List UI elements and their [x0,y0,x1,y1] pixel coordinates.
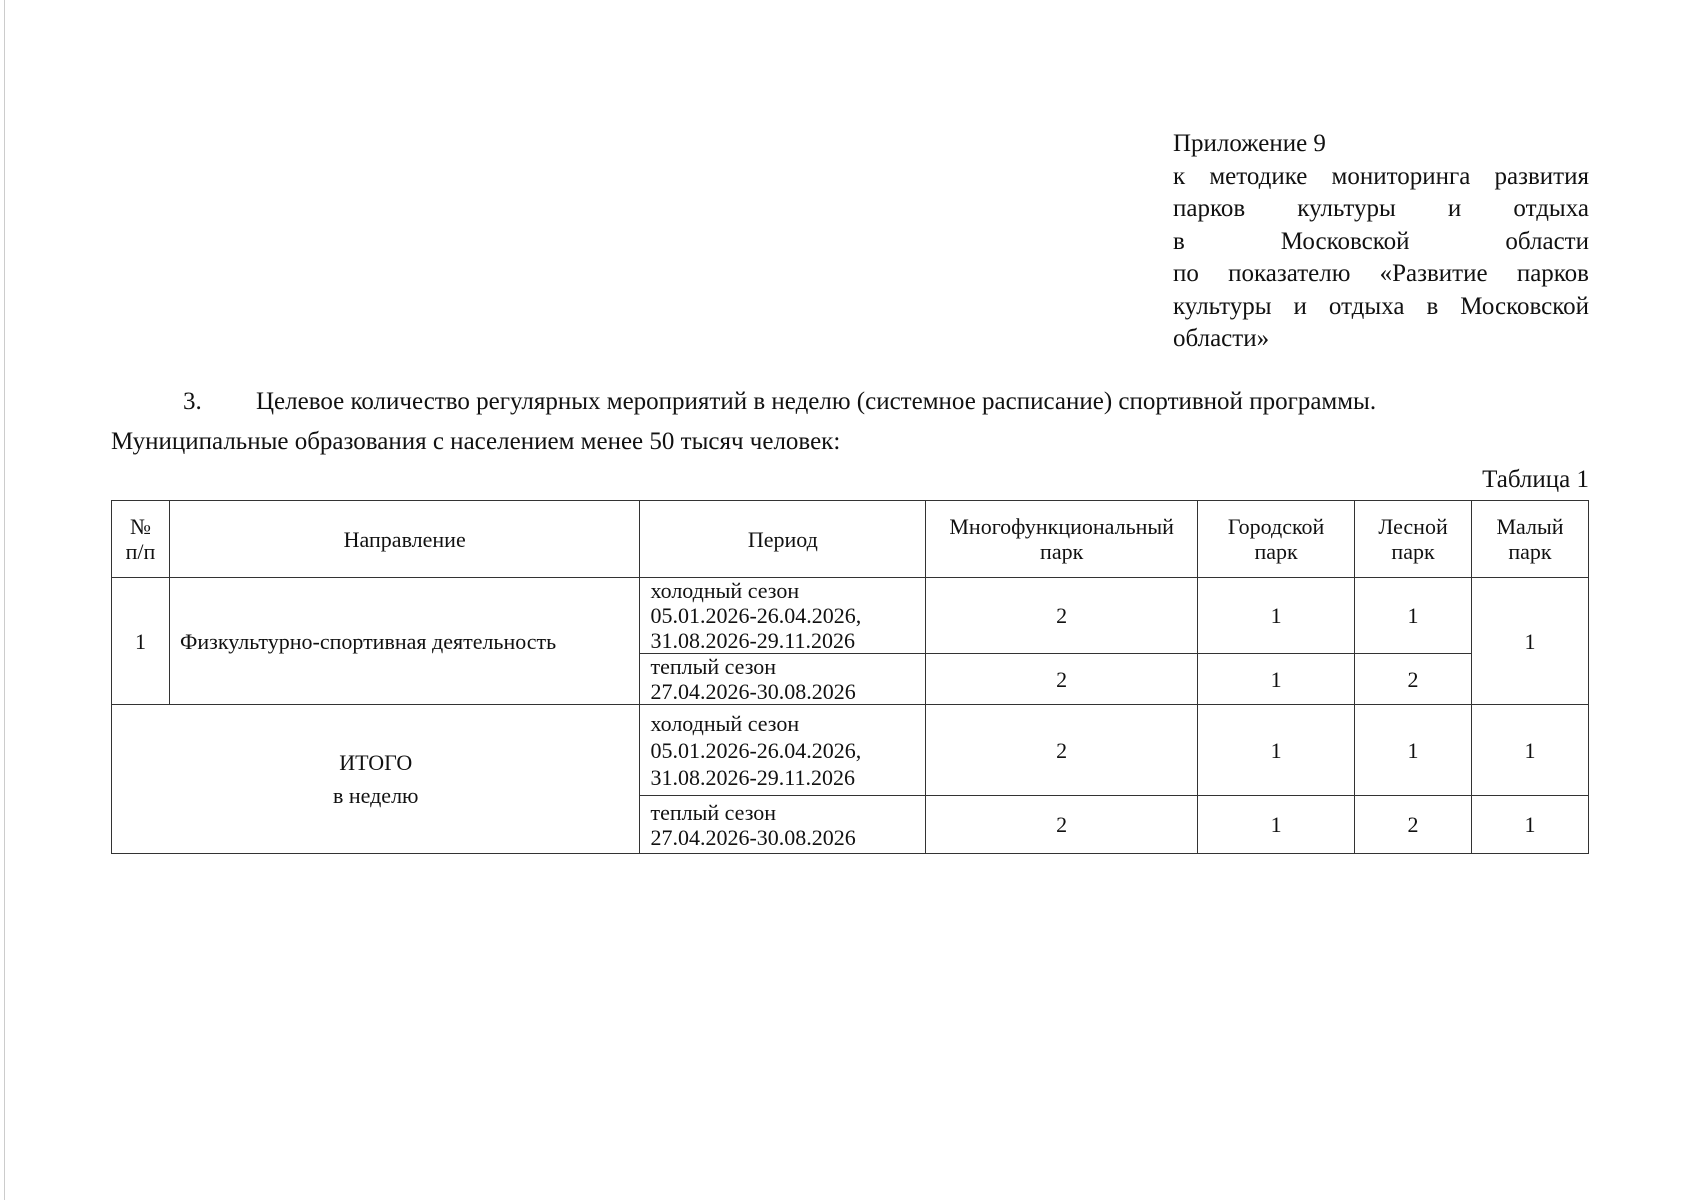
period-dates: 31.08.2026-29.11.2026 [650,764,855,790]
total-label: ИТОГО в неделю [110,704,641,854]
period-warm: теплый сезон 27.04.2026-30.08.2026 [639,795,927,854]
period-cold: холодный сезон 05.01.2026-26.04.2026, 31.0… [639,577,927,654]
header-period: Период [639,500,927,578]
header-forest-park: Лесной парк [1354,500,1473,578]
header-small-park: Малый парк [1471,500,1589,578]
header-city-park: Городской парк [1197,500,1356,578]
row-num: 1 [111,577,170,705]
value-multi: 2 [925,795,1199,854]
header-direction: Направление [168,500,641,578]
period-dates: 05.01.2026-26.04.2026, [650,603,862,628]
value-forest: 1 [1354,577,1473,654]
total-row: ИТОГО в неделю холодный сезон 05.01.2026-2… [110,704,1589,854]
appendix-line: культуры и отдыха в Московской [1173,292,1589,320]
appendix-line: Приложение 9 [1173,130,1326,157]
value-small: 1 [1471,704,1589,796]
table-caption: Таблица 1 [1482,466,1589,493]
section-heading: 3. Целевое количество регулярных мероприя… [183,388,1376,416]
total-subtitle: в неделю [332,783,419,808]
appendix-line: области» [1173,325,1270,352]
value-forest: 2 [1354,795,1473,854]
appendix-header: Приложение 9 к методике мониторинга разв… [1173,128,1589,356]
period-cold: холодный сезон 05.01.2026-26.04.2026, 31.0… [639,704,927,796]
row-direction: Физкультурно-спортивная деятельность [168,577,641,705]
period-title: теплый сезон [650,654,777,679]
period-dates: 27.04.2026-30.08.2026 [650,824,856,850]
period-title: холодный сезон [650,710,800,736]
period-warm: теплый сезон 27.04.2026-30.08.2026 [639,653,927,705]
value-small: 1 [1471,577,1589,705]
table-header-row: № п/п Направление Период Многофункционал… [111,500,1589,578]
section-text: Целевое количество регулярных мероприяти… [256,388,1377,415]
value-multi: 2 [925,653,1199,705]
value-multi: 2 [925,577,1199,654]
period-dates: 05.01.2026-26.04.2026, [650,737,862,763]
appendix-line: к методике мониторинга развития [1173,162,1589,190]
period-dates: 31.08.2026-29.11.2026 [650,628,855,653]
section-number: 3. [183,388,202,415]
total-row: теплый сезон 27.04.2026-30.08.2026 2 1 2 … [112,795,1589,854]
appendix-line: по показателю «Развитие парков [1173,260,1589,287]
header-multi-park: Многофункциональный парк [925,500,1199,578]
value-multi: 2 [925,704,1199,796]
value-city: 1 [1197,795,1356,854]
header-num: № п/п [111,500,170,578]
appendix-line: в Московской области [1173,227,1589,255]
value-city: 1 [1197,704,1356,796]
value-forest: 1 [1354,704,1473,796]
period-title: холодный сезон [650,578,800,603]
events-table: № п/п Направление Период Многофункционал… [110,500,1589,854]
appendix-line: парков культуры и отдыха [1173,195,1589,222]
value-city: 1 [1197,653,1356,705]
section-subtext: Муниципальные образования с населением м… [111,428,841,455]
value-forest: 2 [1354,653,1473,705]
value-small: 1 [1471,795,1589,854]
page-edge [4,0,5,1200]
period-dates: 27.04.2026-30.08.2026 [650,679,856,704]
total-title: ИТОГО [339,750,413,775]
period-title: теплый сезон [650,799,777,825]
table-row: 1 Физкультурно-спортивная деятельность х… [111,577,1589,705]
value-city: 1 [1197,577,1356,654]
